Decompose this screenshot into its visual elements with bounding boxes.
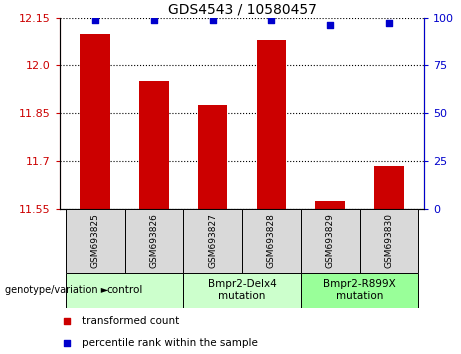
- Bar: [374, 166, 403, 209]
- Point: [268, 17, 275, 22]
- Bar: [360, 209, 418, 273]
- Text: genotype/variation ►: genotype/variation ►: [5, 285, 108, 295]
- Bar: [66, 273, 183, 308]
- Bar: [301, 209, 360, 273]
- Text: percentile rank within the sample: percentile rank within the sample: [82, 338, 258, 348]
- Text: Bmpr2-R899X
mutation: Bmpr2-R899X mutation: [323, 279, 396, 301]
- Point: [64, 340, 71, 346]
- Bar: [315, 201, 345, 209]
- Bar: [183, 273, 301, 308]
- Text: GSM693825: GSM693825: [91, 213, 100, 268]
- Bar: [198, 105, 227, 209]
- Text: GSM693827: GSM693827: [208, 213, 217, 268]
- Bar: [66, 209, 124, 273]
- Point: [385, 21, 393, 26]
- Point: [209, 17, 216, 22]
- Text: GSM693830: GSM693830: [384, 213, 393, 268]
- Text: GSM693826: GSM693826: [149, 213, 159, 268]
- Point: [150, 17, 158, 22]
- Bar: [257, 40, 286, 209]
- Text: transformed count: transformed count: [82, 316, 179, 326]
- Bar: [183, 209, 242, 273]
- Point: [326, 23, 334, 28]
- Bar: [301, 273, 418, 308]
- Text: control: control: [106, 285, 143, 295]
- Bar: [139, 81, 169, 209]
- Text: GSM693829: GSM693829: [325, 213, 335, 268]
- Text: GSM693828: GSM693828: [267, 213, 276, 268]
- Bar: [81, 34, 110, 209]
- Bar: [242, 209, 301, 273]
- Point: [64, 319, 71, 324]
- Point: [91, 17, 99, 22]
- Bar: [124, 209, 183, 273]
- Text: Bmpr2-Delx4
mutation: Bmpr2-Delx4 mutation: [207, 279, 277, 301]
- Title: GDS4543 / 10580457: GDS4543 / 10580457: [168, 2, 316, 17]
